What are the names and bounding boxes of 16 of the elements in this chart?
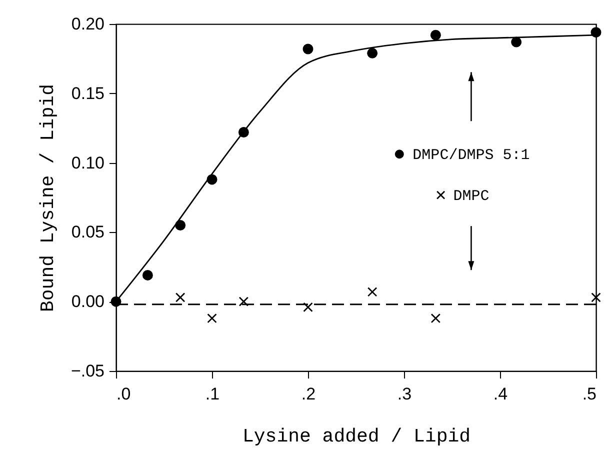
x-tick-label: .1 — [205, 384, 220, 404]
x-tick-label: .4 — [493, 384, 508, 404]
x-axis-title: Lysine added / Lipid — [242, 426, 471, 448]
legend-label: DMPC — [453, 188, 490, 206]
y-tick-label: 0.15 — [71, 84, 104, 103]
x-tick-label: .3 — [397, 384, 412, 404]
x-tick-label: .2 — [301, 384, 316, 404]
x-tick-label: .0 — [116, 384, 131, 404]
y-axis-title: Bound Lysine / Lipid — [36, 84, 59, 312]
y-tick-label: −.05 — [70, 362, 104, 380]
y-tick-label: 0.00 — [71, 292, 104, 312]
legend-label: DMPC/DMPS 5:1 — [412, 147, 530, 164]
y-tick-label: 0.10 — [71, 153, 104, 172]
x-tick-label: .5 — [582, 384, 596, 404]
y-tick-label: 0.20 — [71, 14, 104, 34]
y-tick-label: 0.05 — [71, 222, 104, 242]
